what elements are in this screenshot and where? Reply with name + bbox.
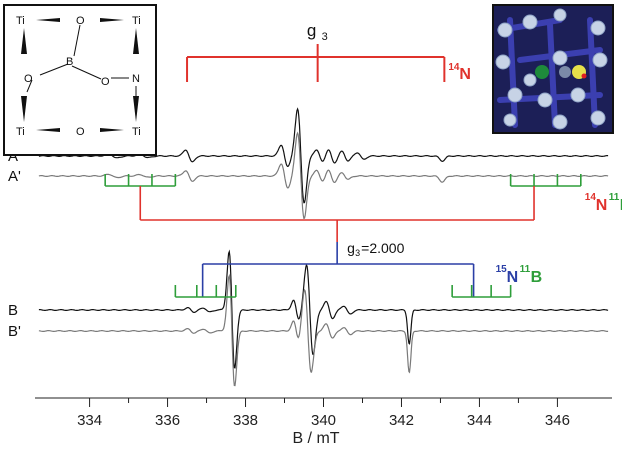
x-tick-label: 338: [233, 412, 258, 429]
g3-value: =2.000: [361, 240, 404, 256]
x-axis: 334 336 338 340 342 344 346 B / mT: [35, 397, 612, 447]
g3-subscript: 3: [322, 31, 328, 43]
trace-label: A: [8, 148, 18, 165]
n15b11-sup1: 15: [496, 264, 508, 275]
atom-ti-tl: Ti: [16, 15, 25, 27]
x-tick-label: 342: [389, 412, 414, 429]
atom-ti-tr: Ti: [132, 15, 141, 27]
atom-b: B: [66, 56, 73, 68]
n14-sup: 14: [448, 62, 460, 73]
trace-label: A': [8, 168, 21, 185]
trace-a-prime: [38, 131, 609, 220]
atom-ti-bl: Ti: [16, 126, 25, 138]
atom-o-top: O: [76, 15, 85, 27]
trace-b: [38, 249, 609, 369]
n14b11-el2: B: [620, 197, 622, 214]
atom-ti-br: Ti: [132, 126, 141, 138]
n14b11-sup2: 11: [609, 192, 620, 203]
atom-o-mid: O: [101, 76, 110, 88]
n14b11-el1: N: [596, 197, 608, 214]
atom-n: N: [132, 73, 140, 85]
g3-value-sub: 3: [355, 248, 360, 258]
x-tick-label: 334: [77, 412, 102, 429]
atom-o-bottom: O: [76, 126, 85, 138]
x-tick-label: 344: [467, 412, 492, 429]
x-tick-label: 346: [545, 412, 570, 429]
spectrum-traces: [38, 107, 609, 387]
lattice-inset-image: [492, 4, 614, 134]
x-tick-label: 340: [311, 412, 336, 429]
trace-a: [38, 107, 609, 204]
g3-label: g: [307, 21, 316, 40]
n15b11-el2: B: [531, 269, 543, 286]
n15b11-el1: N: [507, 269, 519, 286]
x-axis-title: B / mT: [292, 430, 339, 447]
atom-o-left: O: [24, 73, 33, 85]
g3-value-g: g: [347, 240, 355, 256]
trace-b-prime: [38, 273, 609, 387]
n14-label: N: [459, 66, 471, 83]
n15b11-sup2: 11: [520, 264, 531, 275]
n14b11-sup1: 14: [585, 192, 597, 203]
trace-label: B: [8, 302, 18, 319]
x-tick-label: 336: [155, 412, 180, 429]
structure-inset: Ti O Ti B O O N Ti O Ti: [3, 4, 157, 156]
trace-label: B': [8, 323, 21, 340]
trace-labels: A A' B B': [8, 148, 21, 340]
